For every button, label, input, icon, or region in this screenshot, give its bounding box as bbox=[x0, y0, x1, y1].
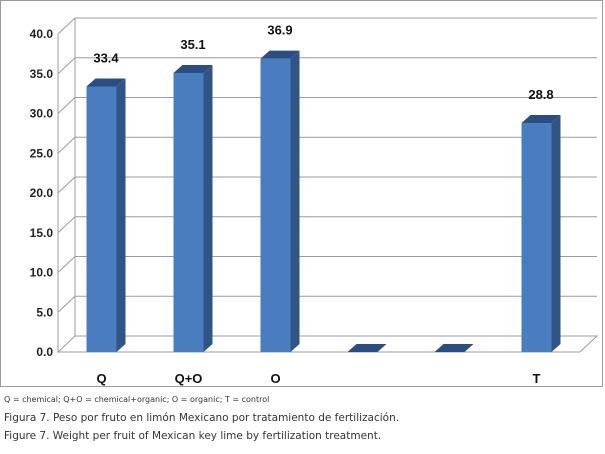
gridline-wall bbox=[57, 57, 76, 75]
bar-top bbox=[521, 115, 561, 124]
bar-top bbox=[260, 50, 300, 59]
bar-side bbox=[116, 78, 126, 352]
bar-front bbox=[260, 58, 291, 353]
data-label: 35.1 bbox=[180, 37, 205, 52]
gridline-wall bbox=[57, 176, 76, 194]
figure-caption-english: Figure 7. Weight per fruit of Mexican ke… bbox=[4, 430, 382, 442]
bar-front bbox=[173, 72, 204, 352]
bar-O bbox=[260, 50, 300, 353]
y-tick-label: 5.0 bbox=[36, 305, 53, 319]
bar-empty-3 bbox=[347, 344, 387, 352]
bar-top bbox=[434, 344, 474, 352]
gridline-wall bbox=[57, 295, 76, 313]
gridline-wall bbox=[57, 136, 76, 154]
y-tick-label: 15.0 bbox=[30, 226, 54, 240]
y-tick-label: 10.0 bbox=[30, 266, 54, 280]
bar-top bbox=[173, 64, 213, 73]
bar-top bbox=[347, 344, 387, 352]
y-tick-label: 20.0 bbox=[30, 186, 54, 200]
y-tick-label: 35.0 bbox=[30, 67, 54, 81]
x-tick-label: T bbox=[533, 371, 541, 386]
gridline-wall bbox=[57, 256, 76, 273]
bar-side bbox=[290, 50, 300, 353]
bar-side bbox=[551, 115, 561, 352]
bar-empty-4 bbox=[434, 344, 474, 352]
x-tick-label: O bbox=[270, 371, 280, 386]
x-tick-label: Q bbox=[96, 371, 106, 386]
chart-floor bbox=[56, 335, 599, 353]
gridline-wall bbox=[57, 97, 76, 114]
y-tick-label: 30.0 bbox=[30, 107, 54, 121]
y-tick-label: 0.0 bbox=[36, 345, 53, 359]
bar-front bbox=[521, 123, 552, 352]
y-tick-label: 25.0 bbox=[30, 146, 54, 160]
chart-frame: 0.0 5.0 10.0 15.0 20.0 25.0 30.0 35.0 40.0 33.4 Q 3… bbox=[0, 0, 603, 387]
data-label: 28.8 bbox=[528, 87, 553, 102]
gridline-wall bbox=[57, 17, 76, 35]
bar-chart: 0.0 5.0 10.0 15.0 20.0 25.0 30.0 35.0 40.0 33.4 Q 3… bbox=[30, 17, 599, 386]
bar-front bbox=[86, 86, 117, 352]
legend-note: Q = chemical; Q+O = chemical+organic; O … bbox=[4, 395, 270, 404]
figure-caption-spanish: Figura 7. Peso por fruto en limón Mexica… bbox=[4, 412, 400, 424]
bar-T bbox=[521, 115, 561, 352]
bar-side bbox=[203, 64, 213, 352]
y-tick-label: 40.0 bbox=[30, 27, 54, 41]
data-label: 33.4 bbox=[93, 50, 119, 65]
data-label: 36.9 bbox=[267, 23, 292, 38]
x-tick-label: Q+O bbox=[175, 371, 203, 386]
bar-Q+O bbox=[173, 64, 213, 352]
bar-top bbox=[86, 78, 126, 87]
gridline-wall bbox=[57, 216, 76, 234]
bar-Q bbox=[86, 78, 126, 352]
